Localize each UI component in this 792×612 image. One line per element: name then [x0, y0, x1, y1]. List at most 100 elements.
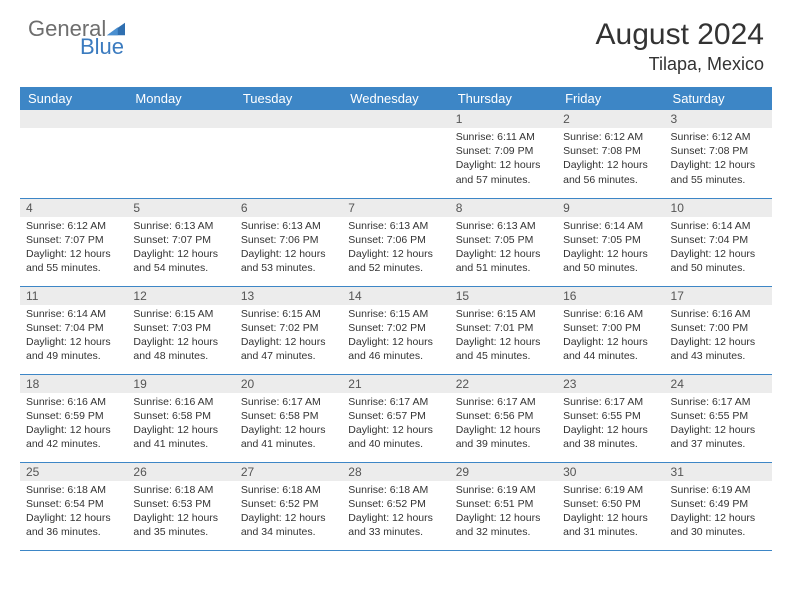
sunrise-text: Sunrise: 6:16 AM	[671, 307, 766, 321]
daylight-text: Daylight: 12 hours and 45 minutes.	[456, 335, 551, 363]
day-number: 9	[557, 199, 664, 217]
sunrise-text: Sunrise: 6:19 AM	[456, 483, 551, 497]
sunset-text: Sunset: 6:49 PM	[671, 497, 766, 511]
sunset-text: Sunset: 7:06 PM	[241, 233, 336, 247]
day-header: Monday	[127, 87, 234, 110]
sunset-text: Sunset: 6:53 PM	[133, 497, 228, 511]
daylight-text: Daylight: 12 hours and 37 minutes.	[671, 423, 766, 451]
calendar-row: 25Sunrise: 6:18 AMSunset: 6:54 PMDayligh…	[20, 462, 772, 550]
daylight-text: Daylight: 12 hours and 32 minutes.	[456, 511, 551, 539]
cell-body: Sunrise: 6:18 AMSunset: 6:52 PMDaylight:…	[342, 481, 449, 544]
cell-body: Sunrise: 6:19 AMSunset: 6:51 PMDaylight:…	[450, 481, 557, 544]
calendar-cell: 21Sunrise: 6:17 AMSunset: 6:57 PMDayligh…	[342, 374, 449, 462]
cell-body	[342, 128, 449, 134]
calendar-row: 1Sunrise: 6:11 AMSunset: 7:09 PMDaylight…	[20, 110, 772, 198]
daylight-text: Daylight: 12 hours and 31 minutes.	[563, 511, 658, 539]
daylight-text: Daylight: 12 hours and 33 minutes.	[348, 511, 443, 539]
calendar-cell: 12Sunrise: 6:15 AMSunset: 7:03 PMDayligh…	[127, 286, 234, 374]
cell-body: Sunrise: 6:13 AMSunset: 7:07 PMDaylight:…	[127, 217, 234, 280]
day-number	[342, 110, 449, 128]
calendar-cell: 8Sunrise: 6:13 AMSunset: 7:05 PMDaylight…	[450, 198, 557, 286]
sunset-text: Sunset: 7:07 PM	[133, 233, 228, 247]
day-header-row: Sunday Monday Tuesday Wednesday Thursday…	[20, 87, 772, 110]
cell-body: Sunrise: 6:18 AMSunset: 6:53 PMDaylight:…	[127, 481, 234, 544]
calendar-cell	[20, 110, 127, 198]
day-number: 3	[665, 110, 772, 128]
sunrise-text: Sunrise: 6:15 AM	[133, 307, 228, 321]
sunset-text: Sunset: 6:52 PM	[348, 497, 443, 511]
day-number: 18	[20, 375, 127, 393]
daylight-text: Daylight: 12 hours and 40 minutes.	[348, 423, 443, 451]
daylight-text: Daylight: 12 hours and 55 minutes.	[671, 158, 766, 186]
sunset-text: Sunset: 7:08 PM	[563, 144, 658, 158]
calendar-cell: 31Sunrise: 6:19 AMSunset: 6:49 PMDayligh…	[665, 462, 772, 550]
sunrise-text: Sunrise: 6:13 AM	[348, 219, 443, 233]
sunset-text: Sunset: 7:02 PM	[348, 321, 443, 335]
daylight-text: Daylight: 12 hours and 39 minutes.	[456, 423, 551, 451]
sunset-text: Sunset: 7:04 PM	[671, 233, 766, 247]
cell-body: Sunrise: 6:13 AMSunset: 7:06 PMDaylight:…	[235, 217, 342, 280]
calendar-cell: 30Sunrise: 6:19 AMSunset: 6:50 PMDayligh…	[557, 462, 664, 550]
cell-body: Sunrise: 6:16 AMSunset: 7:00 PMDaylight:…	[665, 305, 772, 368]
daylight-text: Daylight: 12 hours and 49 minutes.	[26, 335, 121, 363]
day-number: 28	[342, 463, 449, 481]
sunset-text: Sunset: 7:00 PM	[671, 321, 766, 335]
sunset-text: Sunset: 6:56 PM	[456, 409, 551, 423]
cell-body: Sunrise: 6:16 AMSunset: 6:59 PMDaylight:…	[20, 393, 127, 456]
sunset-text: Sunset: 6:50 PM	[563, 497, 658, 511]
calendar-cell: 15Sunrise: 6:15 AMSunset: 7:01 PMDayligh…	[450, 286, 557, 374]
sunrise-text: Sunrise: 6:11 AM	[456, 130, 551, 144]
cell-body: Sunrise: 6:15 AMSunset: 7:01 PMDaylight:…	[450, 305, 557, 368]
cell-body: Sunrise: 6:15 AMSunset: 7:02 PMDaylight:…	[235, 305, 342, 368]
sunset-text: Sunset: 6:51 PM	[456, 497, 551, 511]
sunrise-text: Sunrise: 6:17 AM	[671, 395, 766, 409]
day-number: 6	[235, 199, 342, 217]
day-number: 30	[557, 463, 664, 481]
sunrise-text: Sunrise: 6:15 AM	[348, 307, 443, 321]
day-header: Saturday	[665, 87, 772, 110]
daylight-text: Daylight: 12 hours and 42 minutes.	[26, 423, 121, 451]
day-header: Friday	[557, 87, 664, 110]
sunrise-text: Sunrise: 6:19 AM	[671, 483, 766, 497]
day-number: 5	[127, 199, 234, 217]
cell-body	[20, 128, 127, 134]
daylight-text: Daylight: 12 hours and 38 minutes.	[563, 423, 658, 451]
day-number: 17	[665, 287, 772, 305]
day-number	[235, 110, 342, 128]
daylight-text: Daylight: 12 hours and 36 minutes.	[26, 511, 121, 539]
day-number: 13	[235, 287, 342, 305]
sunset-text: Sunset: 7:03 PM	[133, 321, 228, 335]
day-header: Wednesday	[342, 87, 449, 110]
calendar-cell: 28Sunrise: 6:18 AMSunset: 6:52 PMDayligh…	[342, 462, 449, 550]
calendar-cell: 6Sunrise: 6:13 AMSunset: 7:06 PMDaylight…	[235, 198, 342, 286]
day-number: 1	[450, 110, 557, 128]
calendar-cell	[235, 110, 342, 198]
daylight-text: Daylight: 12 hours and 48 minutes.	[133, 335, 228, 363]
day-number: 31	[665, 463, 772, 481]
day-number: 21	[342, 375, 449, 393]
sunrise-text: Sunrise: 6:13 AM	[241, 219, 336, 233]
sunrise-text: Sunrise: 6:17 AM	[563, 395, 658, 409]
cell-body	[235, 128, 342, 134]
cell-body: Sunrise: 6:19 AMSunset: 6:50 PMDaylight:…	[557, 481, 664, 544]
day-number: 4	[20, 199, 127, 217]
daylight-text: Daylight: 12 hours and 50 minutes.	[671, 247, 766, 275]
calendar-cell: 5Sunrise: 6:13 AMSunset: 7:07 PMDaylight…	[127, 198, 234, 286]
sunset-text: Sunset: 6:59 PM	[26, 409, 121, 423]
daylight-text: Daylight: 12 hours and 43 minutes.	[671, 335, 766, 363]
day-header: Thursday	[450, 87, 557, 110]
cell-body: Sunrise: 6:17 AMSunset: 6:57 PMDaylight:…	[342, 393, 449, 456]
calendar-cell: 17Sunrise: 6:16 AMSunset: 7:00 PMDayligh…	[665, 286, 772, 374]
cell-body: Sunrise: 6:12 AMSunset: 7:07 PMDaylight:…	[20, 217, 127, 280]
sunset-text: Sunset: 7:02 PM	[241, 321, 336, 335]
cell-body: Sunrise: 6:11 AMSunset: 7:09 PMDaylight:…	[450, 128, 557, 191]
sunset-text: Sunset: 6:58 PM	[241, 409, 336, 423]
sunrise-text: Sunrise: 6:15 AM	[456, 307, 551, 321]
calendar-cell: 22Sunrise: 6:17 AMSunset: 6:56 PMDayligh…	[450, 374, 557, 462]
cell-body: Sunrise: 6:19 AMSunset: 6:49 PMDaylight:…	[665, 481, 772, 544]
daylight-text: Daylight: 12 hours and 41 minutes.	[133, 423, 228, 451]
calendar-row: 18Sunrise: 6:16 AMSunset: 6:59 PMDayligh…	[20, 374, 772, 462]
cell-body: Sunrise: 6:14 AMSunset: 7:04 PMDaylight:…	[20, 305, 127, 368]
day-number: 16	[557, 287, 664, 305]
sunrise-text: Sunrise: 6:14 AM	[671, 219, 766, 233]
